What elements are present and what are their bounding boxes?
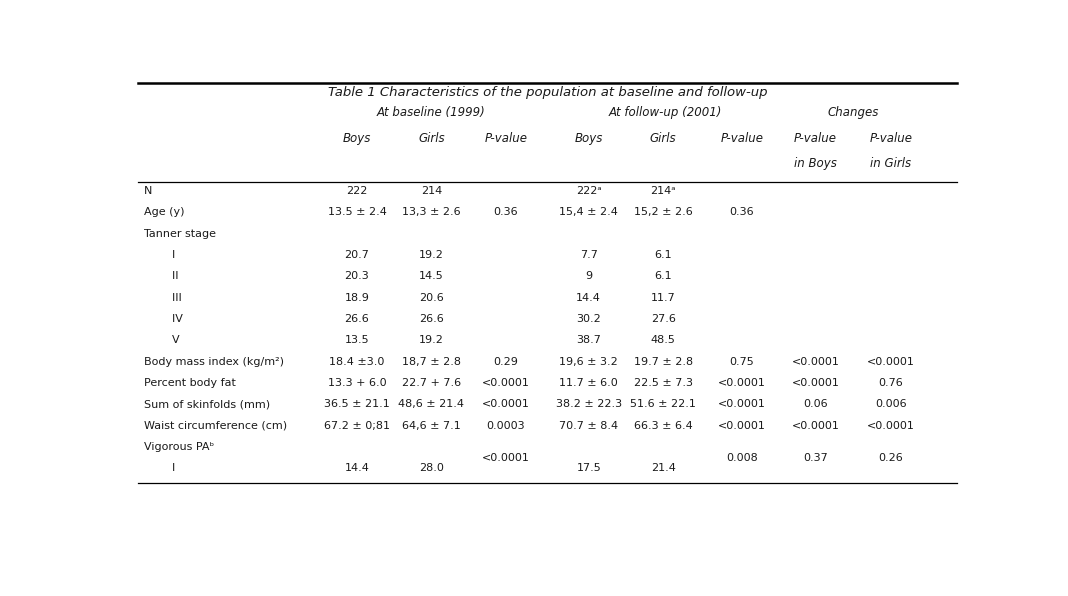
Text: Vigorous PAᵇ: Vigorous PAᵇ [144,442,215,452]
Text: in Boys: in Boys [795,157,837,170]
Text: 22.5 ± 7.3: 22.5 ± 7.3 [633,378,693,388]
Text: 64,6 ± 7.1: 64,6 ± 7.1 [402,421,461,430]
Text: 38.7: 38.7 [577,335,601,345]
Text: 67.2 ± 0;81: 67.2 ± 0;81 [324,421,390,430]
Text: V: V [144,335,179,345]
Text: Sum of skinfolds (mm): Sum of skinfolds (mm) [144,399,270,409]
Text: 48,6 ± 21.4: 48,6 ± 21.4 [398,399,465,409]
Text: 26.6: 26.6 [419,314,444,324]
Text: Age (y): Age (y) [144,207,185,217]
Text: 214: 214 [421,186,442,196]
Text: P-value: P-value [869,132,912,145]
Text: <0.0001: <0.0001 [791,356,839,367]
Text: N: N [144,186,153,196]
Text: I: I [144,463,175,473]
Text: III: III [144,293,182,303]
Text: 0.75: 0.75 [729,356,754,367]
Text: Percent body fat: Percent body fat [144,378,236,388]
Text: II: II [144,271,178,281]
Text: 11.7 ± 6.0: 11.7 ± 6.0 [560,378,618,388]
Text: <0.0001: <0.0001 [482,399,530,409]
Text: 70.7 ± 8.4: 70.7 ± 8.4 [560,421,618,430]
Text: P-value: P-value [720,132,764,145]
Text: IV: IV [144,314,183,324]
Text: 19.7 ± 2.8: 19.7 ± 2.8 [633,356,693,367]
Text: <0.0001: <0.0001 [791,421,839,430]
Text: 0.29: 0.29 [493,356,518,367]
Text: 20.6: 20.6 [419,293,444,303]
Text: 19.2: 19.2 [419,250,444,260]
Text: Waist circumference (cm): Waist circumference (cm) [144,421,287,430]
Text: 214ᵃ: 214ᵃ [650,186,676,196]
Text: 13.3 + 6.0: 13.3 + 6.0 [328,378,387,388]
Text: 11.7: 11.7 [650,293,676,303]
Text: 19.2: 19.2 [419,335,444,345]
Text: At baseline (1999): At baseline (1999) [377,106,486,119]
Text: 0.76: 0.76 [879,378,904,388]
Text: 222: 222 [346,186,367,196]
Text: 18,7 ± 2.8: 18,7 ± 2.8 [402,356,461,367]
Text: 0.006: 0.006 [875,399,907,409]
Text: 51.6 ± 22.1: 51.6 ± 22.1 [630,399,696,409]
Text: <0.0001: <0.0001 [867,356,915,367]
Text: 13.5: 13.5 [345,335,370,345]
Text: 38.2 ± 22.3: 38.2 ± 22.3 [555,399,622,409]
Text: 0.37: 0.37 [803,452,828,462]
Text: 6.1: 6.1 [655,271,672,281]
Text: Changes: Changes [828,106,879,119]
Text: 36.5 ± 21.1: 36.5 ± 21.1 [324,399,390,409]
Text: 21.4: 21.4 [650,463,676,473]
Text: 9: 9 [585,271,593,281]
Text: 0.36: 0.36 [729,207,754,217]
Text: 20.3: 20.3 [345,271,370,281]
Text: Boys: Boys [343,132,372,145]
Text: Tanner stage: Tanner stage [144,228,216,238]
Text: <0.0001: <0.0001 [718,399,766,409]
Text: 48.5: 48.5 [650,335,676,345]
Text: Girls: Girls [650,132,676,145]
Text: 0.0003: 0.0003 [487,421,525,430]
Text: 14.4: 14.4 [345,463,370,473]
Text: P-value: P-value [794,132,837,145]
Text: 14.4: 14.4 [577,293,601,303]
Text: 0.06: 0.06 [803,399,828,409]
Text: <0.0001: <0.0001 [482,378,530,388]
Text: 7.7: 7.7 [580,250,598,260]
Text: P-value: P-value [485,132,528,145]
Text: 6.1: 6.1 [655,250,672,260]
Text: 19,6 ± 3.2: 19,6 ± 3.2 [560,356,618,367]
Text: I: I [144,250,175,260]
Text: 15,2 ± 2.6: 15,2 ± 2.6 [633,207,693,217]
Text: 13.5 ± 2.4: 13.5 ± 2.4 [328,207,387,217]
Text: 0.36: 0.36 [493,207,518,217]
Text: 18.4 ±3.0: 18.4 ±3.0 [329,356,384,367]
Text: 27.6: 27.6 [650,314,676,324]
Text: 28.0: 28.0 [419,463,444,473]
Text: in Girls: in Girls [870,157,911,170]
Text: Girls: Girls [419,132,444,145]
Text: <0.0001: <0.0001 [718,421,766,430]
Text: 222ᵃ: 222ᵃ [576,186,601,196]
Text: Boys: Boys [575,132,603,145]
Text: <0.0001: <0.0001 [482,452,530,462]
Text: 0.008: 0.008 [726,452,757,462]
Text: 66.3 ± 6.4: 66.3 ± 6.4 [633,421,693,430]
Text: 15,4 ± 2.4: 15,4 ± 2.4 [560,207,618,217]
Text: <0.0001: <0.0001 [718,378,766,388]
Text: 18.9: 18.9 [345,293,370,303]
Text: Body mass index (kg/m²): Body mass index (kg/m²) [144,356,284,367]
Text: 13,3 ± 2.6: 13,3 ± 2.6 [403,207,460,217]
Text: 20.7: 20.7 [345,250,370,260]
Text: 26.6: 26.6 [345,314,370,324]
Text: <0.0001: <0.0001 [791,378,839,388]
Text: 22.7 + 7.6: 22.7 + 7.6 [402,378,461,388]
Text: 0.26: 0.26 [879,452,904,462]
Text: At follow-up (2001): At follow-up (2001) [609,106,722,119]
Text: 30.2: 30.2 [577,314,601,324]
Text: Table 1 Characteristics of the population at baseline and follow-up: Table 1 Characteristics of the populatio… [328,86,767,99]
Text: <0.0001: <0.0001 [867,421,915,430]
Text: 14.5: 14.5 [419,271,444,281]
Text: 17.5: 17.5 [577,463,601,473]
